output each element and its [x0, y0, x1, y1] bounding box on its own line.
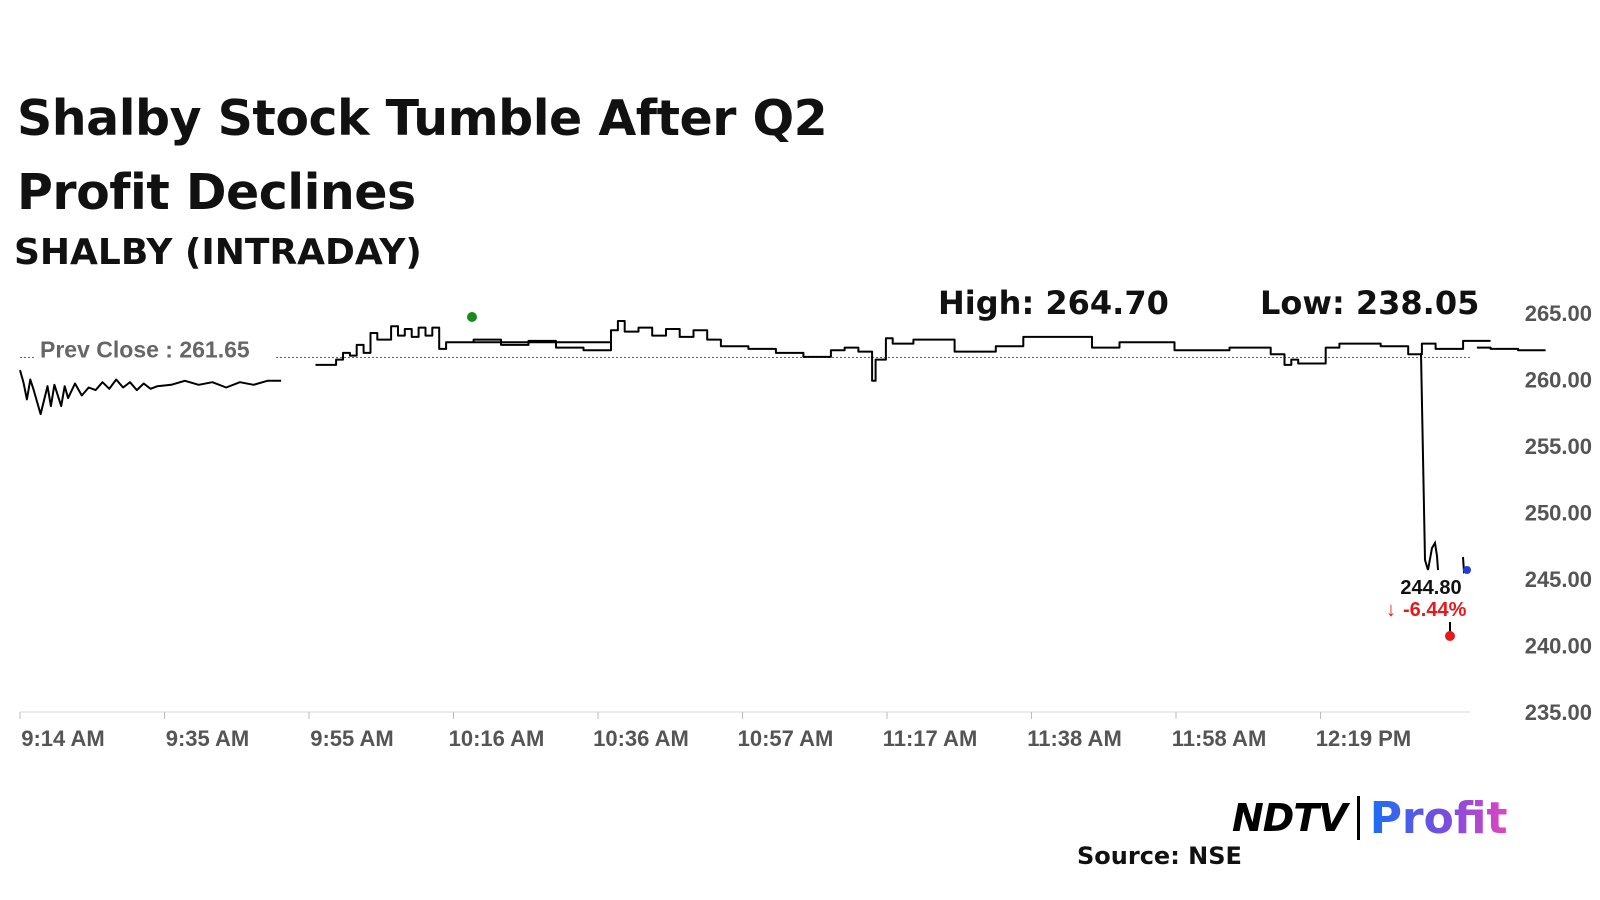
- price-line-segment: [19, 369, 282, 416]
- high-label: High: 264.70: [938, 284, 1169, 322]
- x-tick-label: 9:14 AM: [21, 726, 105, 751]
- ndtv-profit-logo: NDTV Profit: [1232, 790, 1508, 846]
- x-tick-label: 11:58 AM: [1172, 726, 1267, 751]
- x-tick-label: 12:19 PM: [1316, 726, 1411, 751]
- high-marker: [467, 311, 477, 322]
- chart-title: Shalby Stock Tumble After Q2 Profit Decl…: [17, 90, 828, 221]
- change-percent-label: -6.44%: [1403, 599, 1467, 621]
- change-arrow-icon: ↓: [1386, 599, 1396, 621]
- price-line-drop: [1420, 352, 1439, 571]
- x-tick-label: 10:36 AM: [593, 726, 689, 751]
- source-note: Source: NSE: [1077, 842, 1242, 870]
- last-price-label: 244.80: [1400, 577, 1461, 599]
- prev-close-label-bg: [34, 337, 274, 364]
- low-label: Low: 238.05: [1260, 284, 1480, 322]
- x-tick-label: 9:55 AM: [310, 726, 394, 751]
- logo-divider: [1356, 796, 1360, 840]
- x-tick-label: 11:17 AM: [883, 726, 978, 751]
- x-tick-label: 9:35 AM: [166, 726, 250, 751]
- x-tick-label: 10:57 AM: [738, 726, 834, 751]
- y-tick-label: 240.00: [1525, 634, 1592, 659]
- price-line-segment: [1476, 346, 1546, 352]
- y-tick-label: 250.00: [1525, 501, 1592, 526]
- last-price-marker: [1463, 566, 1471, 574]
- chart-subtitle: SHALBY (INTRADAY): [14, 232, 422, 273]
- x-tick-label: 11:38 AM: [1027, 726, 1122, 751]
- ndtv-logo-text: NDTV: [1232, 796, 1348, 840]
- price-line-segment: [315, 320, 1491, 382]
- y-tick-label: 235.00: [1525, 700, 1592, 725]
- profit-logo-text: Profit: [1369, 792, 1508, 844]
- low-marker: [1445, 631, 1455, 641]
- prev-close-label: Prev Close : 261.65: [40, 337, 250, 363]
- y-tick-label: 260.00: [1525, 368, 1592, 393]
- y-tick-label: 255.00: [1525, 434, 1592, 459]
- y-tick-label: 265.00: [1525, 301, 1592, 326]
- x-tick-label: 10:16 AM: [449, 726, 545, 751]
- y-tick-label: 245.00: [1525, 567, 1592, 592]
